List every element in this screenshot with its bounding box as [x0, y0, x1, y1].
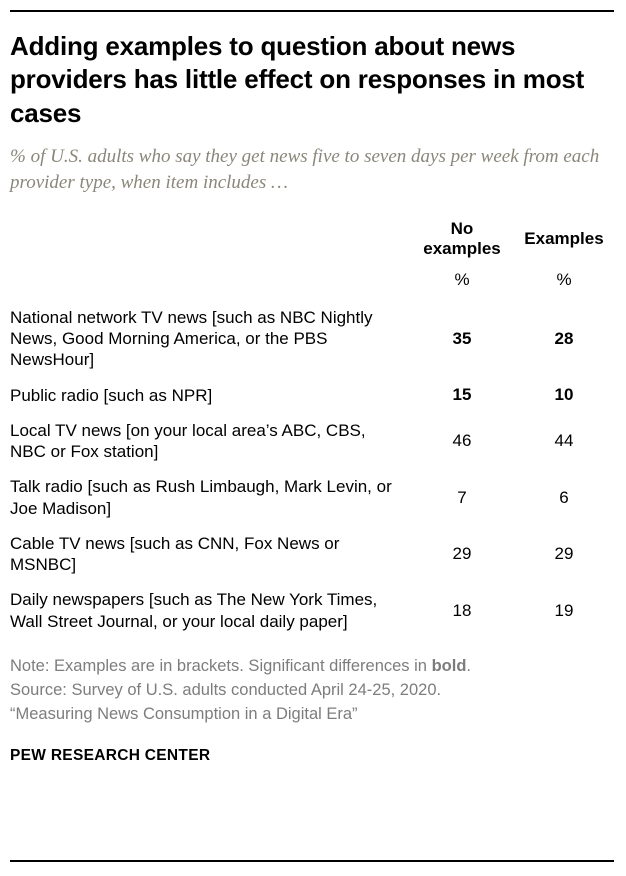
- value-no-examples: 46: [452, 431, 472, 451]
- table-row: Cable TV news [such as CNN, Fox News or …: [10, 526, 614, 583]
- value-examples: 28: [554, 328, 574, 348]
- header-row: No examples Examples: [10, 219, 614, 262]
- top-divider: [10, 10, 614, 12]
- unit-spacer: [10, 262, 410, 300]
- value-no-examples: 29: [452, 544, 472, 564]
- table-row: National network TV news [such as NBC Ni…: [10, 300, 614, 378]
- brand-footer: PEW RESEARCH CENTER: [10, 746, 211, 764]
- table-row: Public radio [such as NPR] 15 10: [10, 378, 614, 413]
- source-line: Source: Survey of U.S. adults conducted …: [10, 680, 442, 699]
- table-row: Local TV news [on your local area’s ABC,…: [10, 413, 614, 470]
- row-label: National network TV news [such as NBC Ni…: [10, 307, 373, 370]
- row-label: Daily newspapers [such as The New York T…: [10, 590, 378, 631]
- note-bold-word: bold: [431, 656, 467, 675]
- page-title: Adding examples to question about news p…: [10, 31, 585, 128]
- row-label: Talk radio [such as Rush Limbaugh, Mark …: [10, 477, 392, 518]
- unit-label-no-examples: %: [454, 269, 470, 289]
- value-examples: 6: [559, 487, 569, 507]
- value-examples: 19: [554, 600, 574, 620]
- bottom-divider: [10, 860, 614, 862]
- unit-label-examples: %: [556, 269, 572, 289]
- column-header-no-examples: No examples: [423, 218, 501, 259]
- table-row: Talk radio [such as Rush Limbaugh, Mark …: [10, 469, 614, 526]
- note-text: Note: Examples are in brackets. Signific…: [10, 656, 432, 675]
- row-label: Cable TV news [such as CNN, Fox News or …: [10, 533, 340, 575]
- unit-row: % %: [10, 262, 614, 300]
- value-no-examples: 35: [452, 328, 472, 348]
- value-examples: 44: [554, 431, 574, 451]
- note-period: .: [466, 656, 471, 675]
- value-no-examples: 7: [457, 487, 467, 507]
- note-line: Note: Examples are in brackets. Signific…: [10, 655, 614, 679]
- value-examples: 10: [554, 385, 574, 405]
- table-row: Daily newspapers [such as The New York T…: [10, 582, 614, 639]
- row-label: Local TV news [on your local area’s ABC,…: [10, 420, 366, 462]
- data-table: No examples Examples % % National networ…: [10, 219, 614, 639]
- value-examples: 29: [554, 544, 574, 564]
- column-header-examples: Examples: [524, 229, 604, 249]
- chart-subtitle: % of U.S. adults who say they get news f…: [10, 145, 600, 194]
- notes-block: Note: Examples are in brackets. Signific…: [10, 655, 614, 727]
- row-label: Public radio [such as NPR]: [10, 385, 213, 405]
- report-title-line: “Measuring News Consumption in a Digital…: [10, 704, 358, 723]
- header-spacer: [10, 219, 410, 262]
- value-no-examples: 15: [452, 385, 472, 405]
- value-no-examples: 18: [452, 600, 472, 620]
